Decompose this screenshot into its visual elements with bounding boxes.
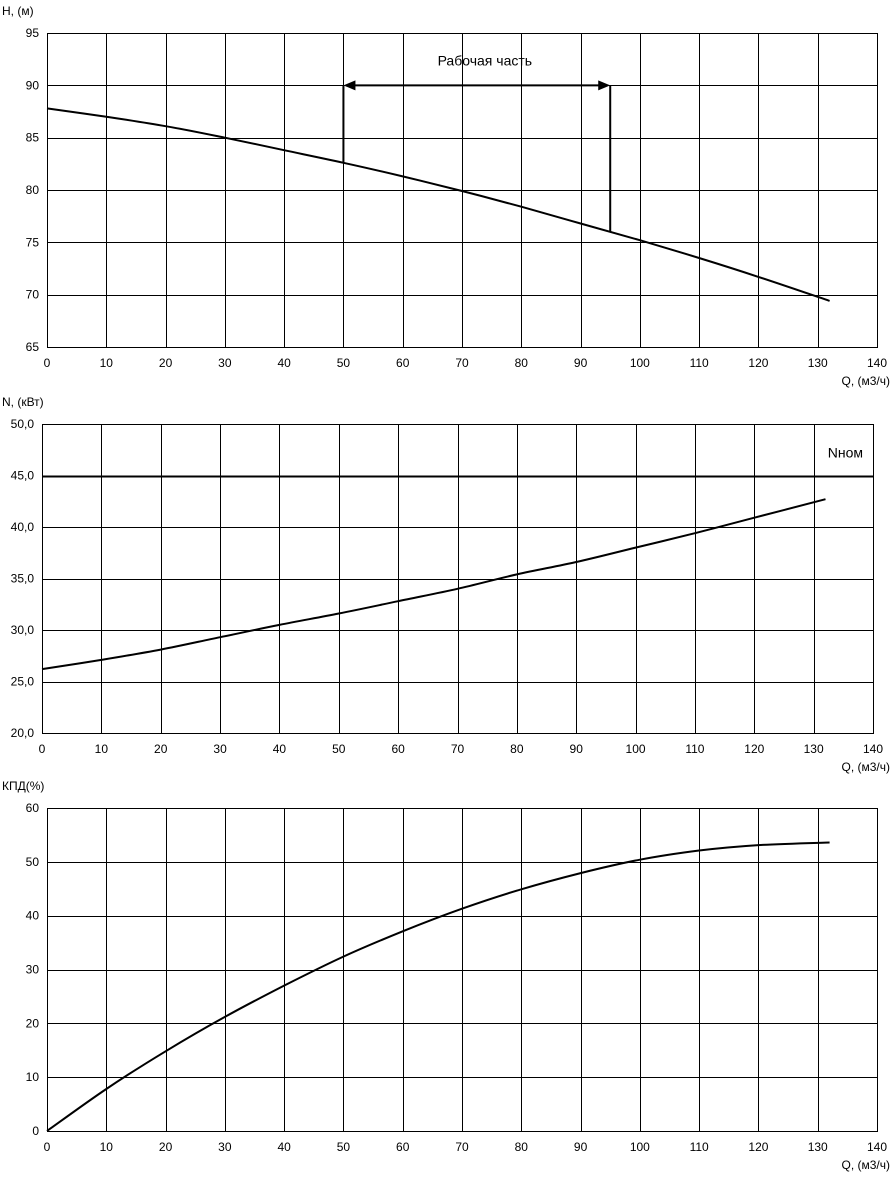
y-tick-label: 45,0 <box>11 469 35 483</box>
x-tick-label: 0 <box>44 356 51 370</box>
x-tick-label: 30 <box>218 1140 232 1154</box>
y-tick-label: 30,0 <box>11 623 35 637</box>
x-tick-label: 0 <box>44 1140 51 1154</box>
x-tick-label: 100 <box>630 356 650 370</box>
y-tick-label: 30 <box>26 963 40 977</box>
x-tick-label: 70 <box>455 1140 469 1154</box>
arrow-left-icon <box>343 80 356 91</box>
x-tick-label: 20 <box>154 742 168 756</box>
y-tick-label: 85 <box>26 131 40 145</box>
y-tick-label: 50 <box>26 855 40 869</box>
x-tick-label: 90 <box>574 1140 588 1154</box>
x-axis-title: Q, (м3/ч) <box>841 1158 890 1172</box>
arrow-right-icon <box>598 80 611 91</box>
plot-frame <box>47 808 878 1132</box>
series-line <box>46 107 830 302</box>
x-tick-label: 140 <box>867 356 887 370</box>
x-tick-label: 30 <box>218 356 232 370</box>
x-tick-label: 80 <box>510 742 524 756</box>
x-tick-label: 40 <box>277 1140 291 1154</box>
x-tick-label: 140 <box>863 742 883 756</box>
y-tick-label: 60 <box>26 801 40 815</box>
y-tick-label: 70 <box>26 288 40 302</box>
x-tick-label: 120 <box>748 356 768 370</box>
y-tick-label: 80 <box>26 183 40 197</box>
y-tick-label: 10 <box>26 1070 40 1084</box>
x-tick-label: 100 <box>626 742 646 756</box>
x-tick-label: 110 <box>690 1140 709 1154</box>
y-tick-label: 50,0 <box>11 417 35 431</box>
x-tick-label: 70 <box>451 742 465 756</box>
x-tick-label: 50 <box>337 356 351 370</box>
x-tick-label: 120 <box>748 1140 768 1154</box>
x-tick-label: 20 <box>159 356 173 370</box>
x-tick-label: 100 <box>630 1140 650 1154</box>
x-tick-label: 50 <box>337 1140 351 1154</box>
nominal-power-label: Nном <box>828 445 863 461</box>
x-tick-label: 120 <box>744 742 764 756</box>
plot-frame <box>42 424 874 734</box>
x-tick-label: 60 <box>396 356 410 370</box>
y-tick-label: 25,0 <box>11 675 35 689</box>
x-tick-label: 60 <box>396 1140 410 1154</box>
x-tick-label: 20 <box>159 1140 173 1154</box>
x-tick-label: 10 <box>100 356 114 370</box>
x-tick-label: 80 <box>515 356 529 370</box>
y-tick-label: 20,0 <box>11 726 35 740</box>
x-tick-label: 60 <box>391 742 405 756</box>
series-line <box>41 498 826 671</box>
y-tick-label: 90 <box>26 78 40 92</box>
x-tick-label: 10 <box>100 1140 114 1154</box>
x-tick-label: 90 <box>570 742 584 756</box>
y-tick-label: 40,0 <box>11 520 35 534</box>
x-tick-label: 40 <box>277 356 291 370</box>
x-tick-label: 10 <box>95 742 109 756</box>
x-tick-label: 110 <box>690 356 709 370</box>
power-chart: 0 10 20 30 40 50 60 70 80 90 100 110 120 130 140 20,0 25… <box>2 395 890 774</box>
y-tick-label: 75 <box>26 235 40 249</box>
head-chart: 0 10 20 30 40 50 60 70 80 90 100 110 120 130 140 65 70 75… <box>2 4 890 388</box>
series-line <box>46 841 830 1132</box>
x-tick-label: 90 <box>574 356 588 370</box>
x-tick-label: 40 <box>273 742 287 756</box>
y-tick-label: 95 <box>26 26 40 40</box>
y-axis-title: КПД(%) <box>2 779 44 793</box>
working-range-label: Рабочая часть <box>438 52 533 68</box>
x-axis-title: Q, (м3/ч) <box>841 760 890 774</box>
efficiency-chart: 0 10 20 30 40 50 60 70 80 90 100 110 120 130 140 0 10 20 3… <box>2 779 890 1172</box>
x-tick-label: 130 <box>808 356 828 370</box>
x-tick-label: 130 <box>808 1140 828 1154</box>
x-tick-label: 140 <box>867 1140 887 1154</box>
x-tick-label: 30 <box>213 742 227 756</box>
y-tick-label: 65 <box>26 340 40 354</box>
plot-frame <box>47 33 878 348</box>
y-tick-label: 0 <box>32 1124 39 1138</box>
x-tick-label: 70 <box>455 356 469 370</box>
x-tick-label: 130 <box>804 742 824 756</box>
y-tick-label: 20 <box>26 1016 40 1030</box>
y-axis-title: H, (м) <box>2 4 34 18</box>
x-tick-label: 50 <box>332 742 346 756</box>
y-tick-label: 40 <box>26 909 40 923</box>
x-axis-title: Q, (м3/ч) <box>841 374 890 388</box>
x-tick-label: 0 <box>39 742 46 756</box>
y-tick-label: 35,0 <box>11 572 35 586</box>
x-tick-label: 110 <box>685 742 704 756</box>
x-tick-label: 80 <box>515 1140 529 1154</box>
y-axis-title: N, (кВт) <box>2 395 44 409</box>
